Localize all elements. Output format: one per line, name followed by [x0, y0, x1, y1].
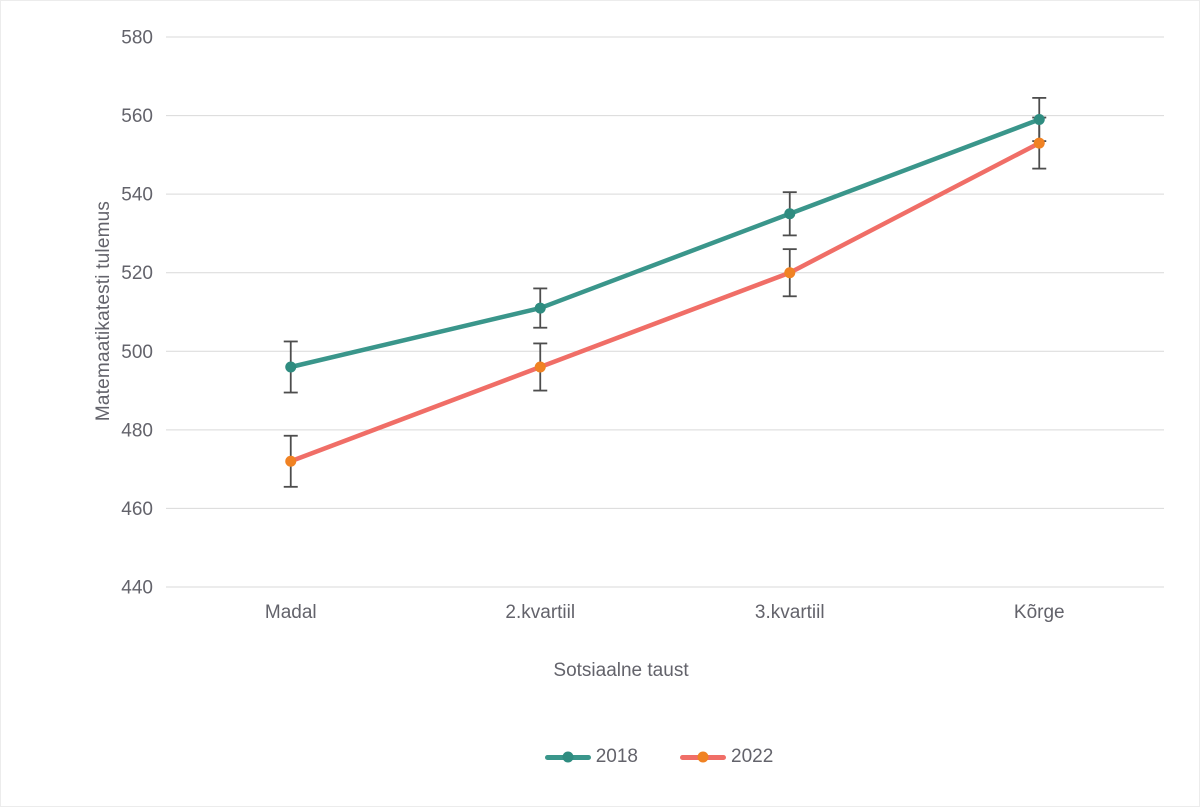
- data-point-2022-0: [285, 455, 297, 467]
- x-axis-title: Sotsiaalne taust: [553, 660, 689, 681]
- plot-area: 440 460 480 500 520 540 560 580 Madal 2.kvartiil 3…: [121, 28, 1164, 623]
- legend-label-2018: 2018: [595, 746, 638, 767]
- y-tick-label: 580: [121, 28, 153, 49]
- y-tick-label: 560: [121, 106, 153, 127]
- data-point-2022-2: [784, 267, 796, 279]
- x-tick-label: Kõrge: [1014, 602, 1065, 623]
- legend-label-2022: 2022: [731, 746, 774, 767]
- series-line-2018: [288, 117, 1042, 370]
- data-point-2018-1: [534, 302, 546, 314]
- x-tick-label: 2.kvartiil: [505, 602, 575, 623]
- x-tick-label: 3.kvartiil: [755, 602, 825, 623]
- legend-item-2022: 2022: [680, 743, 773, 771]
- data-point-2018-3: [1033, 114, 1045, 125]
- legend-item-2018: 2018: [544, 743, 638, 771]
- data-point-2022-1: [534, 361, 546, 373]
- data-point-2022-3: [1033, 137, 1045, 149]
- legend-marker-dot-2022: [697, 751, 709, 763]
- x-tick-label: Madal: [265, 602, 317, 623]
- legend: 2018 2022: [1, 743, 1199, 771]
- y-tick-label: 460: [121, 499, 153, 520]
- legend-marker-dot-2018: [562, 751, 574, 763]
- y-tick-label: 500: [121, 342, 153, 363]
- series-line-2022: [288, 140, 1042, 464]
- y-tick-label: 520: [121, 263, 153, 284]
- legend-line-swatch-2022: [680, 751, 726, 763]
- legend-line-swatch-2018: [544, 751, 591, 763]
- data-point-2018-2: [784, 208, 796, 220]
- y-tick-label: 480: [121, 420, 153, 441]
- y-tick-label: 440: [121, 578, 153, 599]
- data-point-2018-0: [285, 361, 297, 373]
- y-tick-label: 540: [121, 185, 153, 206]
